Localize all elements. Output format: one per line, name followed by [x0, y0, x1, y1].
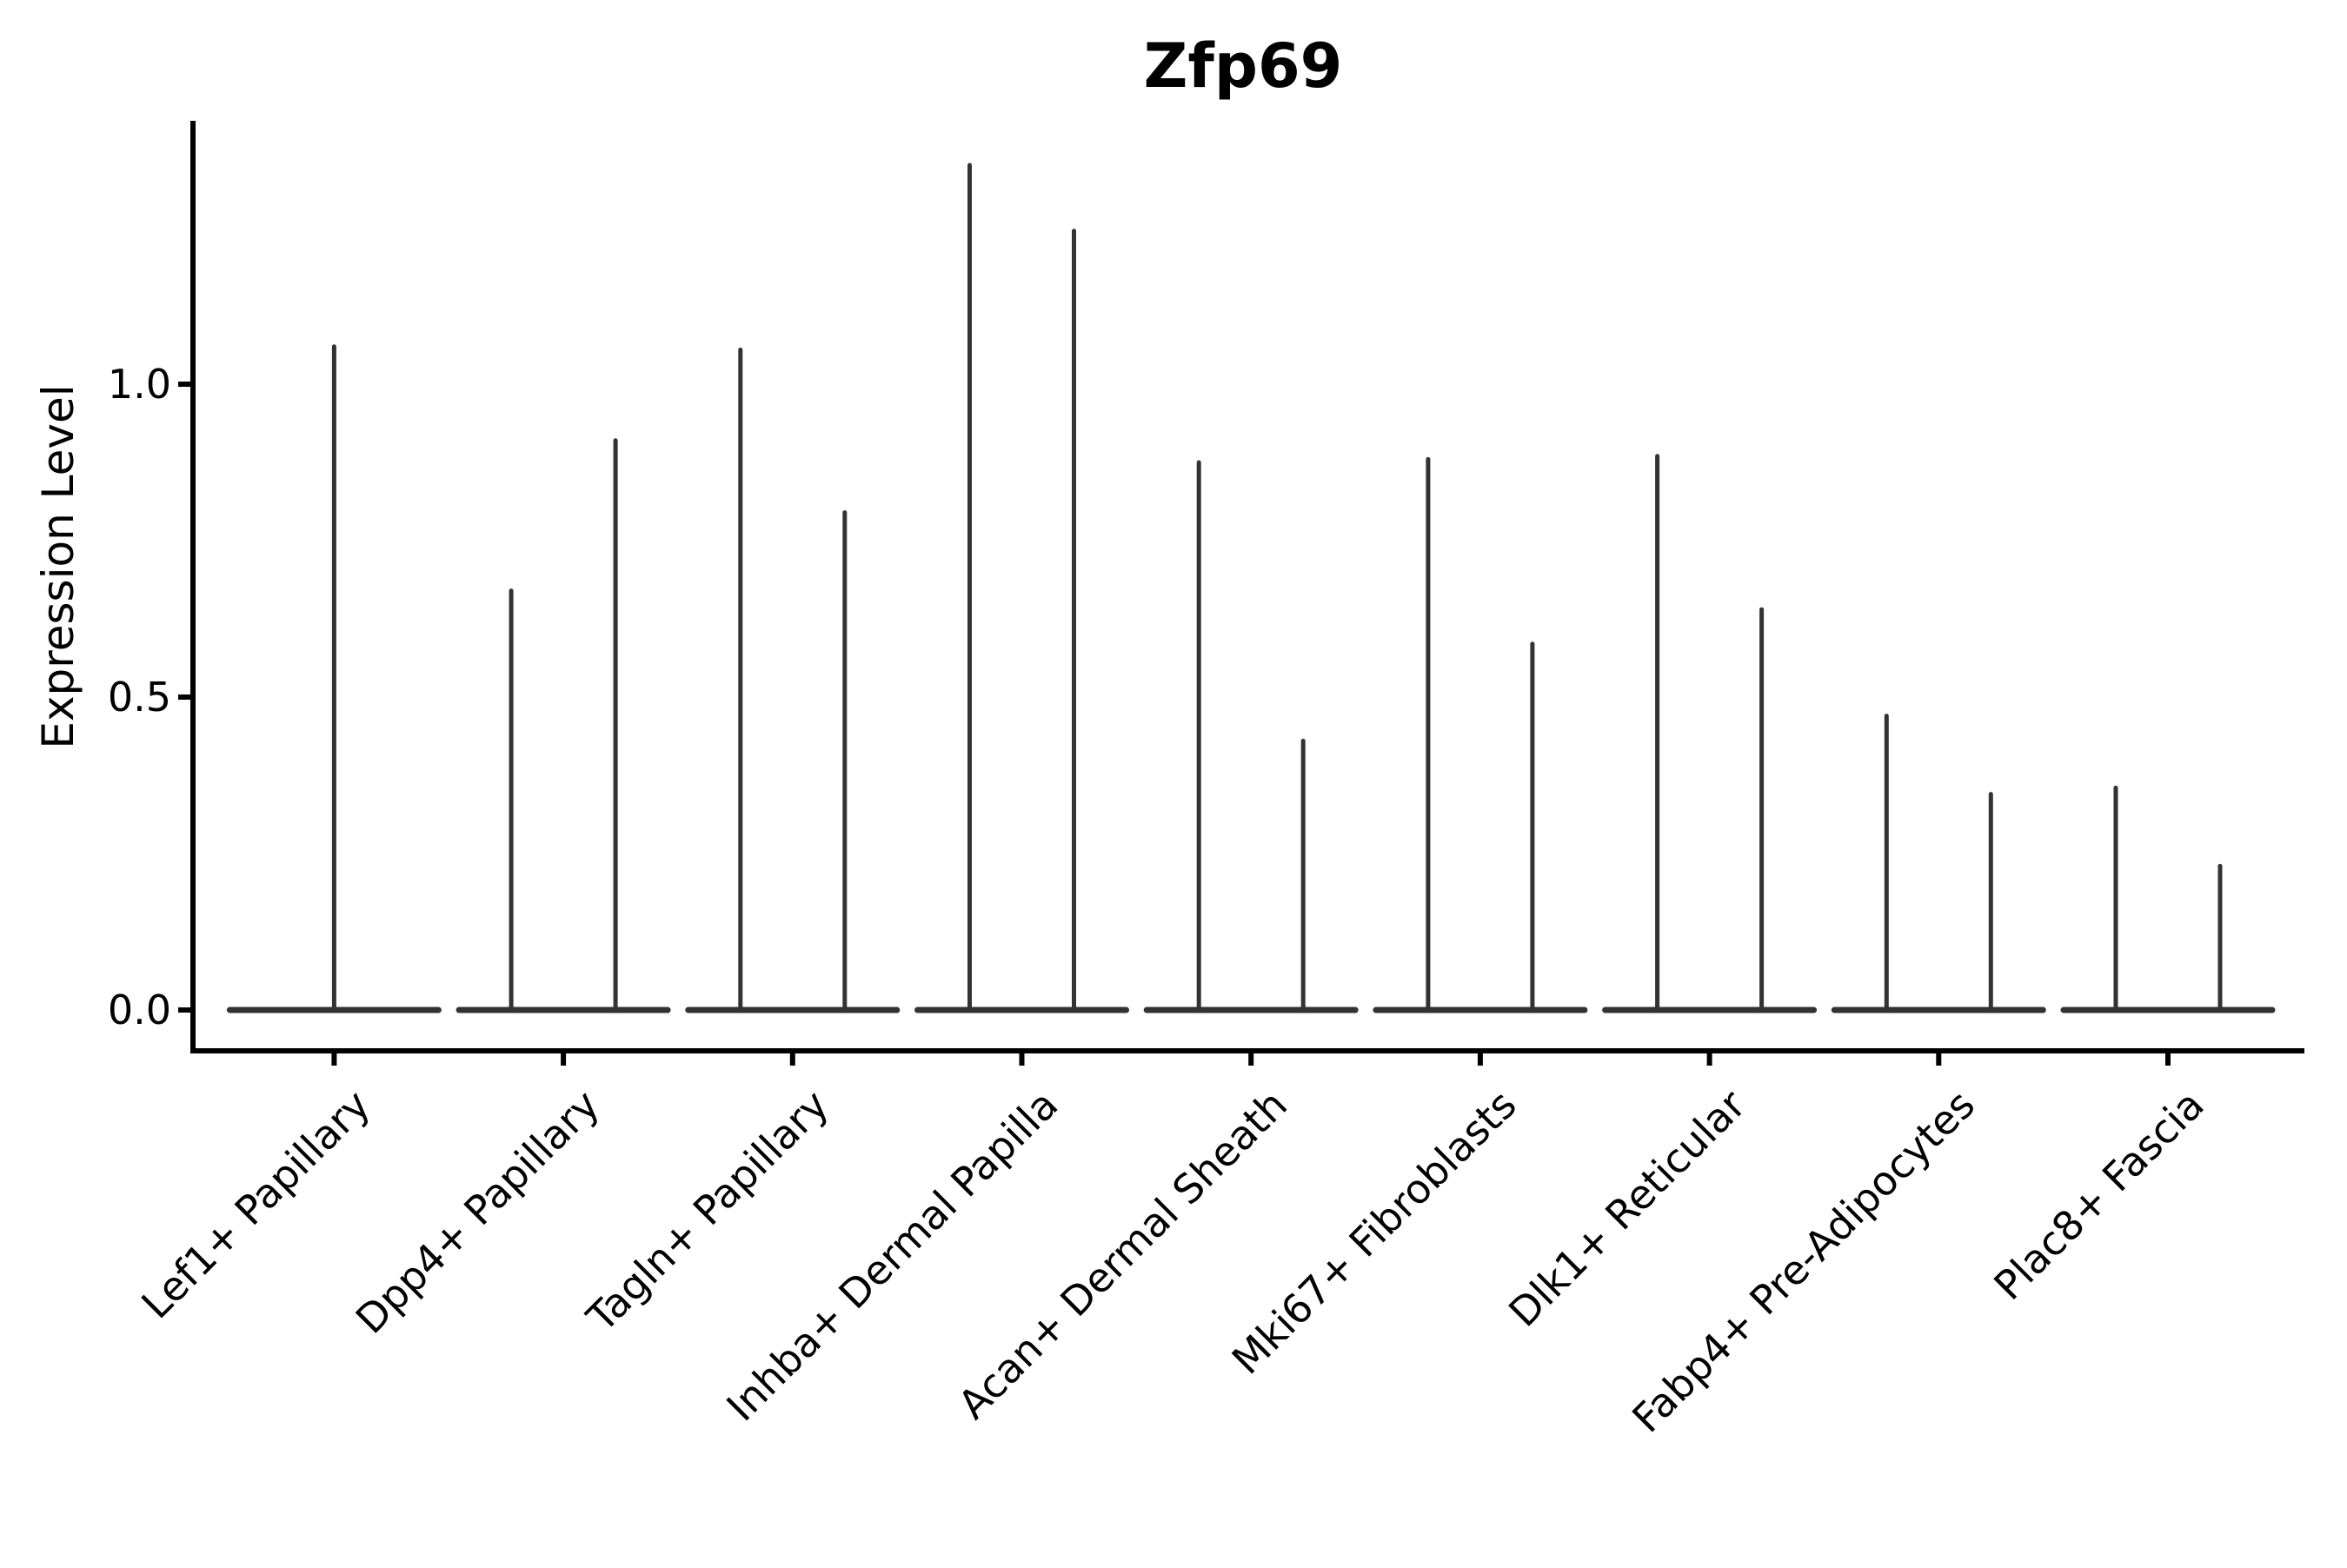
- axes: [178, 121, 2304, 1066]
- x-tick-label-plac8-fascia: Plac8+ Fascia: [1985, 1081, 2212, 1309]
- y-tick-label-1: 0.5: [108, 674, 171, 721]
- x-tick-label-dlk1-reticular: Dlk1+ Reticular: [1499, 1081, 1754, 1336]
- y-tick-label-0: 0.0: [108, 987, 171, 1033]
- y-axis-label: Expression Level: [33, 384, 83, 748]
- y-tick-label-2: 1.0: [108, 361, 171, 408]
- x-tick-label-dpp4-papillary: Dpp4+ Papillary: [347, 1081, 608, 1343]
- violins: [226, 163, 2276, 1013]
- chart-title: Zfp69: [1144, 30, 1343, 102]
- x-tick-label-tagln-papillary: Tagln+ Papillary: [577, 1081, 838, 1342]
- x-tick-label-lef1-papillary: Lef1+ Papillary: [132, 1081, 379, 1328]
